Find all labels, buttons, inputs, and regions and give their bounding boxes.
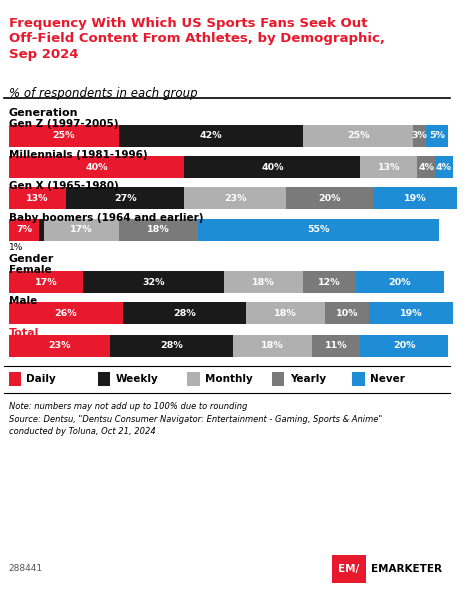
Text: 4%: 4% xyxy=(436,162,452,172)
Text: EMARKETER: EMARKETER xyxy=(371,564,442,574)
Text: Gen X (1965-1980): Gen X (1965-1980) xyxy=(8,181,118,191)
Bar xyxy=(8,372,21,386)
Text: Never: Never xyxy=(370,373,405,384)
Text: % of respondents in each group: % of respondents in each group xyxy=(8,87,197,100)
Bar xyxy=(44,219,118,241)
Text: 18%: 18% xyxy=(252,278,275,287)
Bar xyxy=(98,372,110,386)
Text: 10%: 10% xyxy=(336,309,358,317)
Bar xyxy=(352,372,365,386)
Text: 27%: 27% xyxy=(114,194,136,203)
Bar xyxy=(8,271,83,293)
Text: 20%: 20% xyxy=(389,278,411,287)
Text: 288441: 288441 xyxy=(8,564,43,573)
Bar xyxy=(303,271,356,293)
Text: 13%: 13% xyxy=(26,194,48,203)
Text: Daily: Daily xyxy=(26,373,56,384)
Bar xyxy=(198,219,439,241)
Bar xyxy=(286,188,374,209)
Text: Female: Female xyxy=(8,266,51,276)
Text: Millennials (1981-1996): Millennials (1981-1996) xyxy=(8,150,147,159)
Bar xyxy=(413,124,426,147)
Bar xyxy=(426,124,448,147)
Bar xyxy=(184,156,360,178)
Text: Total: Total xyxy=(8,327,39,337)
Bar xyxy=(224,271,303,293)
Text: 19%: 19% xyxy=(404,194,427,203)
Bar xyxy=(184,188,286,209)
Text: 25%: 25% xyxy=(52,131,75,140)
Text: 4%: 4% xyxy=(418,162,434,172)
Text: 28%: 28% xyxy=(160,341,183,350)
Text: 20%: 20% xyxy=(318,194,341,203)
Bar xyxy=(8,302,123,324)
Text: Male: Male xyxy=(8,296,37,306)
Bar xyxy=(312,335,360,357)
Text: 40%: 40% xyxy=(261,162,283,172)
Text: 42%: 42% xyxy=(200,131,222,140)
Text: EM/: EM/ xyxy=(338,564,360,574)
Bar xyxy=(8,188,66,209)
Bar xyxy=(8,156,184,178)
Bar xyxy=(123,302,246,324)
Text: Baby boomers (1964 and earlier): Baby boomers (1964 and earlier) xyxy=(8,213,203,223)
Text: 18%: 18% xyxy=(147,225,170,234)
Text: Note: numbers may not add up to 100% due to rounding
Source: Dentsu, "Dentsu Con: Note: numbers may not add up to 100% due… xyxy=(8,402,382,436)
Bar xyxy=(8,219,39,241)
Text: 5%: 5% xyxy=(429,131,445,140)
Bar xyxy=(246,302,325,324)
Text: 20%: 20% xyxy=(393,341,415,350)
Text: 12%: 12% xyxy=(318,278,341,287)
Bar xyxy=(8,335,110,357)
Text: 23%: 23% xyxy=(48,341,70,350)
Text: Gender: Gender xyxy=(8,254,54,264)
Bar xyxy=(417,156,435,178)
Bar xyxy=(435,156,453,178)
Text: 18%: 18% xyxy=(261,341,284,350)
Text: 13%: 13% xyxy=(377,162,400,172)
Text: 3%: 3% xyxy=(412,131,428,140)
Text: 26%: 26% xyxy=(55,309,77,317)
Bar xyxy=(8,124,118,147)
Text: 28%: 28% xyxy=(173,309,196,317)
Text: Weekly: Weekly xyxy=(116,373,158,384)
Text: Gen Z (1997-2005): Gen Z (1997-2005) xyxy=(8,119,118,129)
Bar xyxy=(356,271,444,293)
Text: 32%: 32% xyxy=(142,278,165,287)
Bar xyxy=(360,156,417,178)
Bar xyxy=(369,302,453,324)
Bar xyxy=(325,302,369,324)
Text: 11%: 11% xyxy=(325,341,347,350)
Bar xyxy=(187,372,200,386)
Text: 55%: 55% xyxy=(307,225,330,234)
Bar xyxy=(118,124,303,147)
Text: 23%: 23% xyxy=(224,194,246,203)
Text: 18%: 18% xyxy=(274,309,297,317)
Text: 7%: 7% xyxy=(16,225,32,234)
Bar xyxy=(332,555,366,583)
Text: Monthly: Monthly xyxy=(205,373,253,384)
Text: Frequency With Which US Sports Fans Seek Out
Off-Field Content From Athletes, by: Frequency With Which US Sports Fans Seek… xyxy=(8,17,384,61)
Bar xyxy=(374,188,457,209)
Bar xyxy=(118,219,198,241)
Text: 19%: 19% xyxy=(400,309,422,317)
Text: 40%: 40% xyxy=(85,162,108,172)
Text: 1%: 1% xyxy=(8,243,23,253)
Text: 17%: 17% xyxy=(35,278,57,287)
Bar xyxy=(39,219,44,241)
Text: Generation: Generation xyxy=(8,108,78,117)
Bar xyxy=(110,335,233,357)
Text: 17%: 17% xyxy=(70,225,93,234)
Bar xyxy=(360,335,448,357)
Bar xyxy=(66,188,184,209)
Text: 25%: 25% xyxy=(347,131,369,140)
Text: Yearly: Yearly xyxy=(290,373,326,384)
Bar xyxy=(272,372,284,386)
Bar xyxy=(303,124,413,147)
Bar xyxy=(233,335,312,357)
Bar xyxy=(83,271,224,293)
